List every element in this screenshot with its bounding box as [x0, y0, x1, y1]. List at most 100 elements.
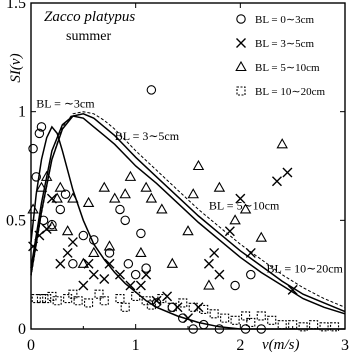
- square-point: [230, 315, 240, 325]
- triangle-point: [182, 225, 194, 236]
- x-point: [67, 237, 78, 248]
- triangle-point: [187, 188, 199, 199]
- square-point: [209, 309, 219, 319]
- square-point: [157, 294, 167, 304]
- chart-subtitle: summer: [66, 29, 111, 44]
- circle-point: [115, 204, 125, 215]
- circle-point: [31, 172, 41, 182]
- square-point: [141, 296, 151, 306]
- triangle-point: [98, 181, 111, 192]
- y-tick-label: 1.5: [6, 0, 26, 12]
- square-point: [31, 294, 41, 304]
- triangle-point: [156, 203, 168, 214]
- x-point: [151, 295, 162, 306]
- legend-label: BL = 10∼20cm: [255, 86, 325, 98]
- circle-point: [55, 204, 66, 215]
- triangle-point: [135, 246, 147, 257]
- triangle-point: [255, 231, 268, 242]
- square-point: [68, 289, 78, 299]
- triangle-point: [51, 192, 63, 203]
- triangle-point: [119, 188, 131, 199]
- square-point: [188, 302, 198, 312]
- circle-point: [214, 324, 225, 334]
- triangle-point: [229, 214, 241, 225]
- x-point: [214, 269, 225, 280]
- square-point: [220, 313, 230, 323]
- triangle-point: [40, 170, 53, 181]
- legend-square-marker: [236, 86, 246, 96]
- circle-point: [130, 269, 141, 280]
- data-points: [27, 85, 340, 334]
- x-point: [99, 274, 110, 285]
- square-point: [52, 296, 62, 306]
- x-point: [88, 269, 99, 280]
- circle-point: [60, 189, 71, 200]
- square-point: [288, 320, 298, 330]
- square-point: [73, 296, 83, 306]
- y-tick-label: 0.5: [6, 212, 26, 229]
- legend-label: BL = 5∼10cm: [255, 62, 320, 74]
- x-point: [104, 258, 115, 269]
- circle-point: [198, 319, 209, 330]
- triangle-point: [213, 181, 226, 192]
- circle-point: [141, 263, 151, 273]
- square-point: [329, 322, 340, 332]
- x-tick-label: 3: [341, 337, 349, 354]
- curve-annotation: BL = 3∼5cm: [115, 129, 180, 143]
- triangle-point: [239, 203, 252, 214]
- y-tick-label: 1: [18, 104, 26, 121]
- y-axis-title: SI(v): [8, 53, 24, 82]
- circle-point: [34, 128, 45, 139]
- y-tick-label: 0: [18, 321, 26, 338]
- x-point: [287, 284, 298, 295]
- ticks: 0 1 2 3 0 0.5 1 1.5: [6, 0, 349, 354]
- x-point: [224, 226, 235, 237]
- curve-line: [30, 111, 346, 308]
- legend-label: BL = 3∼5cm: [255, 38, 314, 50]
- legend-circle-marker: [236, 14, 246, 24]
- square-point: [246, 317, 256, 328]
- triangle-point: [166, 257, 179, 268]
- triangle-point: [108, 192, 121, 203]
- square-point: [277, 320, 287, 330]
- curve-annotation: BL = 10∼20cm: [267, 261, 344, 275]
- x-point: [209, 247, 220, 258]
- triangle-point: [145, 192, 158, 203]
- legend-label: BL = 0∼3cm: [255, 14, 314, 26]
- triangle-point: [88, 246, 100, 257]
- curve-annotation: BL = 5∼10cm: [209, 198, 280, 212]
- model-curves: [30, 111, 346, 330]
- triangle-point: [77, 257, 90, 268]
- x-point: [203, 258, 214, 269]
- curve-line: [30, 113, 346, 313]
- circle-point: [78, 230, 89, 241]
- square-point: [298, 322, 308, 332]
- circle-point: [89, 235, 99, 245]
- circle-point: [28, 143, 38, 154]
- square-point: [131, 291, 141, 301]
- square-point: [178, 298, 188, 308]
- curve-annotations: BL = ∼3cm BL = 3∼5cm BL = 5∼10cm BL = 10∼20…: [36, 96, 343, 275]
- triangle-point: [192, 159, 205, 171]
- x-tick-label: 2: [236, 337, 244, 354]
- square-point: [309, 320, 319, 330]
- plot-frame: [30, 2, 346, 330]
- square-point: [120, 302, 130, 312]
- x-point: [235, 193, 246, 204]
- square-point: [47, 291, 57, 301]
- square-point: [267, 315, 277, 325]
- x-point: [172, 302, 183, 313]
- curve-line: [30, 115, 346, 315]
- x-point: [125, 280, 136, 291]
- x-point: [183, 313, 193, 324]
- square-point: [167, 302, 177, 312]
- x-point: [141, 269, 152, 280]
- square-point: [94, 289, 104, 299]
- circle-point: [47, 219, 57, 230]
- square-point: [146, 300, 156, 310]
- triangle-point: [140, 181, 152, 192]
- x-point: [271, 176, 282, 187]
- circle-point: [68, 259, 78, 269]
- circle-point: [146, 85, 157, 95]
